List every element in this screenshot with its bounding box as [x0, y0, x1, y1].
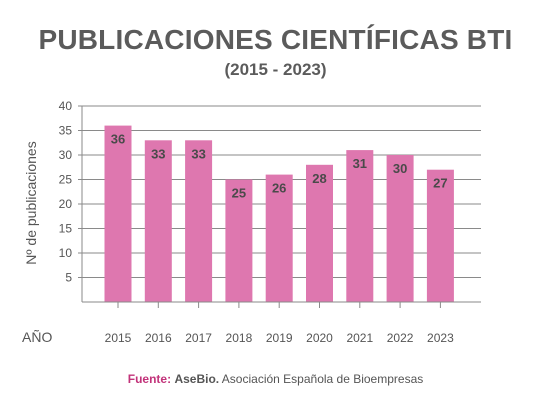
data-labels: 36 33 33 25 26 28 31 30 27	[111, 132, 448, 201]
data-label: 33	[191, 146, 205, 161]
bar	[104, 125, 132, 302]
y-tick-label: 35	[59, 124, 73, 138]
y-tick-label: 30	[59, 148, 73, 162]
bar	[185, 140, 213, 302]
x-tick-label: 2022	[387, 331, 414, 345]
bar	[144, 140, 172, 302]
axes: 5 10 15 20 25 30 35 40 2015 2016 2017 2018 2019 2020 2…	[59, 99, 481, 345]
chart-subtitle: (2015 - 2023)	[224, 60, 327, 79]
source-note: Fuente: AseBio. Asociación Española de B…	[0, 372, 551, 386]
x-tick-label: 2018	[226, 331, 253, 345]
source-text: Asociación Española de Bioempresas	[221, 372, 424, 386]
data-label: 31	[353, 156, 367, 171]
source-name: AseBio.	[174, 372, 220, 386]
bar	[306, 164, 333, 302]
x-tick-label: 2023	[427, 331, 454, 345]
data-label: 27	[433, 176, 447, 191]
x-tick-label: 2015	[105, 331, 132, 345]
data-label: 30	[393, 161, 407, 176]
data-label: 28	[312, 171, 326, 186]
y-tick-label: 25	[59, 173, 73, 187]
data-label: 33	[151, 146, 165, 161]
chart-title: PUBLICACIONES CIENTÍFICAS BTI	[38, 24, 513, 55]
data-label: 36	[111, 132, 125, 147]
y-tick-label: 40	[59, 99, 73, 113]
x-tick-label: 2019	[266, 331, 293, 345]
y-tick-label: 20	[59, 197, 73, 211]
bar	[265, 174, 293, 302]
x-tick-label: 2016	[145, 331, 172, 345]
x-axis-label: AÑO	[22, 329, 52, 345]
data-label: 26	[272, 181, 286, 196]
source-lead: Fuente:	[127, 372, 172, 386]
bar	[386, 155, 414, 302]
y-tick-label: 5	[65, 271, 72, 285]
x-tick-label: 2017	[185, 331, 212, 345]
bar	[426, 169, 454, 302]
y-tick-label: 10	[59, 246, 73, 260]
x-tick-label: 2021	[346, 331, 373, 345]
y-tick-label: 15	[59, 222, 73, 236]
x-tick-label: 2020	[306, 331, 333, 345]
bars	[104, 125, 454, 302]
bar	[346, 150, 374, 302]
data-label: 25	[232, 186, 246, 201]
bar	[225, 179, 253, 302]
y-axis-label: Nº de publicaciones	[23, 141, 39, 264]
